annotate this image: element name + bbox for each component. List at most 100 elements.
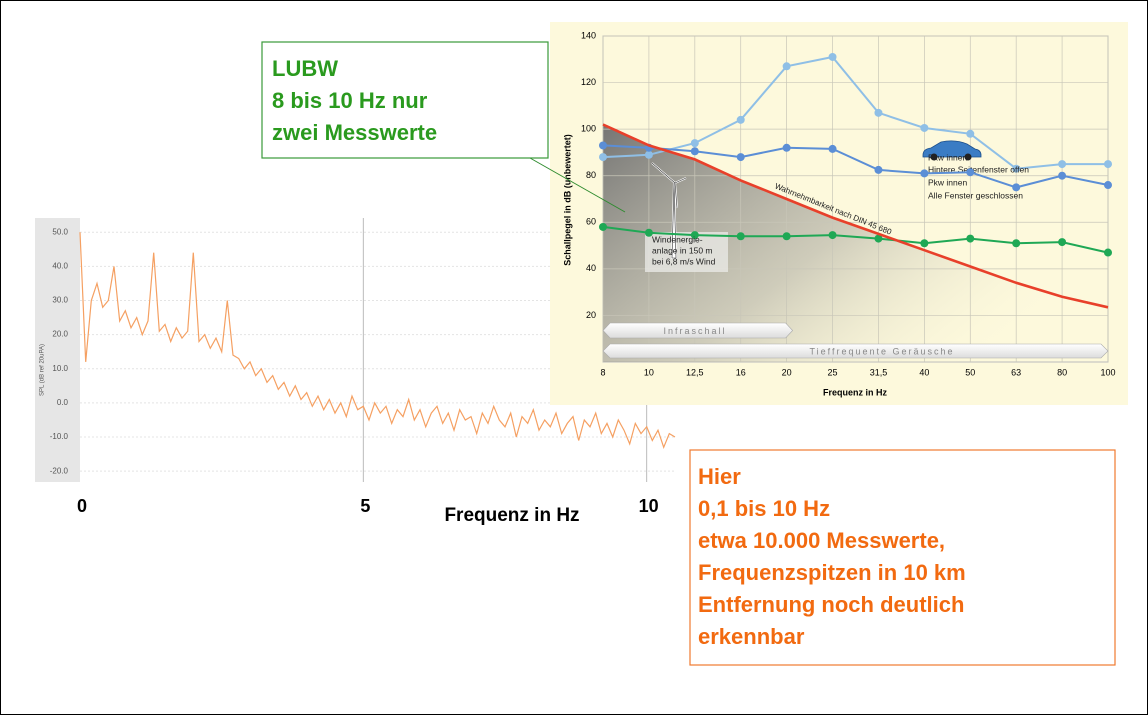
marker: [874, 108, 883, 117]
y-tick-label: 120: [581, 77, 596, 87]
hier-text: etwa 10.000 Messwerte,: [698, 528, 945, 553]
x-tick-label: 8: [600, 367, 605, 377]
x-tick-label: 0: [77, 496, 87, 516]
threshold-shade: [603, 124, 1108, 362]
spectrum-line: [79, 232, 676, 450]
y-tick-label: 60: [586, 217, 596, 227]
wind-turbine-outline: [651, 162, 687, 259]
marker: [966, 168, 975, 177]
hier-text: Hier: [698, 464, 741, 489]
marker: [782, 143, 791, 152]
marker: [874, 234, 883, 243]
marker: [1058, 160, 1067, 169]
marker: [1012, 239, 1021, 248]
y-axis-title: Schallpegel in dB (unbewertet): [562, 134, 572, 266]
y-tick-label: 80: [586, 170, 596, 180]
x-tick-label: 10: [644, 367, 654, 377]
x-tick-label: 63: [1011, 367, 1021, 377]
hier-text: Frequenzspitzen in 10 km: [698, 560, 966, 585]
band-arrow: [602, 343, 1109, 359]
marker: [828, 144, 837, 153]
y-tick-label: 30.0: [52, 296, 68, 305]
marker: [690, 147, 699, 156]
x-tick-label: 50: [965, 367, 975, 377]
x-tick-label: 10: [639, 496, 659, 516]
hier-text: Entfernung noch deutlich: [698, 592, 964, 617]
axis-panel: [35, 218, 80, 482]
x-axis-title: Frequenz in Hz: [823, 387, 888, 397]
marker: [644, 150, 653, 159]
marker: [1058, 238, 1067, 247]
x-tick-label: 80: [1057, 367, 1067, 377]
car-icon: [922, 140, 982, 158]
band-label: Tieffrequente Geräusche: [809, 346, 954, 356]
series-label: Pkw innen: [928, 177, 967, 187]
marker: [1012, 164, 1021, 173]
x-tick-label: 5: [360, 496, 370, 516]
series-label: bei 6,8 m/s Wind: [652, 256, 716, 266]
marker: [1104, 248, 1112, 257]
y-tick-label: 100: [581, 124, 596, 134]
marker: [1104, 181, 1112, 190]
series-label: anlage in 150 m: [652, 245, 713, 255]
y-tick-label: 140: [581, 30, 596, 40]
marker: [644, 228, 653, 237]
marker: [690, 139, 699, 148]
x-tick-label: 31,5: [870, 367, 888, 377]
marker: [1058, 171, 1067, 180]
pointer-line: [529, 157, 626, 213]
y-tick-label: 20: [586, 310, 596, 320]
x-tick-label: 25: [828, 367, 838, 377]
marker: [920, 239, 929, 248]
marker: [874, 165, 883, 174]
reference-chart: 20 40 60 80 100 120 140 8 10 12,5 16 20 25 31,5 40 50 63…: [550, 22, 1128, 405]
marker: [1012, 183, 1021, 192]
series-label: Alle Fenster geschlossen: [928, 190, 1023, 200]
band-arrow: [602, 322, 794, 339]
x-tick-label: 12,5: [686, 367, 704, 377]
y-tick-label: 50.0: [52, 227, 68, 236]
y-tick-label: 40: [586, 263, 596, 273]
y-axis-title: SPL (dB ref 20uPA): [40, 344, 46, 396]
marker: [966, 129, 975, 138]
lubw-box: [261, 41, 549, 159]
y-tick-label: 40.0: [52, 261, 68, 270]
marker: [599, 153, 607, 162]
marker: [966, 234, 975, 243]
marker: [920, 169, 929, 178]
series-line: [602, 123, 1109, 309]
car-wheel: [964, 153, 972, 161]
marker: [920, 123, 929, 132]
marker: [599, 141, 607, 150]
marker: [736, 232, 745, 241]
hier-box: [689, 449, 1116, 666]
hier-text: erkennbar: [698, 624, 805, 649]
y-tick-label: -10.0: [50, 432, 69, 441]
series-line: [602, 225, 1109, 254]
x-tick-label: 16: [736, 367, 746, 377]
lubw-text: LUBW: [272, 56, 338, 81]
series-line: [602, 144, 1109, 189]
y-tick-label: 0.0: [57, 398, 69, 407]
marker: [782, 62, 791, 71]
x-axis-title: Frequenz in Hz: [444, 505, 579, 526]
turbine-label-box: [645, 232, 728, 272]
text-boxes: LUBW 8 bis 10 Hz nur zwei Messwerte Hier 0,1…: [261, 41, 1116, 666]
series-label: Windenergie-: [652, 234, 703, 244]
marker: [599, 222, 607, 231]
marker: [782, 232, 791, 241]
hier-text: 0,1 bis 10 Hz: [698, 496, 830, 521]
y-tick-label: 20.0: [52, 330, 68, 339]
series-label: Pkw innen: [928, 152, 967, 162]
x-tick-label: 40: [919, 367, 929, 377]
marker: [736, 115, 745, 124]
lubw-text: zwei Messwerte: [272, 120, 437, 145]
x-tick-label: 100: [1100, 367, 1115, 377]
marker: [828, 231, 837, 240]
band-label: Infraschall: [663, 326, 726, 336]
marker: [736, 153, 745, 162]
car-wheel: [930, 153, 938, 161]
marker: [828, 52, 837, 61]
series-label: Hintere Seitenfenster offen: [928, 164, 1029, 174]
